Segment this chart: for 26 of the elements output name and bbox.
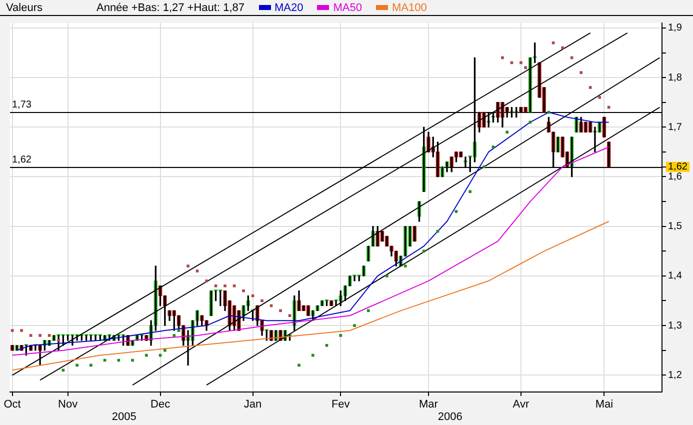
y-tick-label: 1,4 bbox=[668, 270, 682, 282]
text: 2006 bbox=[438, 411, 462, 424]
x-tick-label: Fev bbox=[331, 398, 350, 411]
ref-line-label: 1,73 bbox=[12, 99, 32, 110]
y-tick-label: 1,62 bbox=[668, 162, 688, 173]
y-tick-label: 1,6 bbox=[668, 172, 682, 182]
y-tick-label: 1,7 bbox=[668, 122, 682, 133]
chart-title: Valeurs bbox=[6, 2, 42, 14]
x-tick-label: Mai bbox=[595, 398, 614, 411]
x-tick-label: Jan bbox=[244, 398, 262, 411]
x-tick-label: Mar bbox=[419, 398, 438, 411]
x-tick-label: Dec bbox=[150, 398, 171, 411]
x-tick-label: Nov bbox=[58, 398, 78, 411]
legend-label: MA20 bbox=[274, 2, 304, 14]
legend-label: MA100 bbox=[392, 2, 427, 14]
text: 2005 bbox=[112, 411, 136, 424]
x-tick-label: Oct bbox=[4, 398, 21, 411]
y-tick-label: 1,9 bbox=[668, 22, 682, 34]
chart-subtitle: Année +Bas: 1,27 +Haut: 1,87 bbox=[96, 2, 244, 14]
x-tick-label: Avr bbox=[512, 398, 530, 411]
y-tick-label: 1,3 bbox=[668, 320, 682, 332]
y-tick-label: 1,8 bbox=[668, 72, 682, 84]
legend-label: MA50 bbox=[333, 2, 362, 14]
y-tick-label: 1,5 bbox=[668, 221, 682, 232]
ref-line-label: 1,62 bbox=[12, 154, 32, 166]
y-tick-label: 1,2 bbox=[668, 370, 682, 381]
